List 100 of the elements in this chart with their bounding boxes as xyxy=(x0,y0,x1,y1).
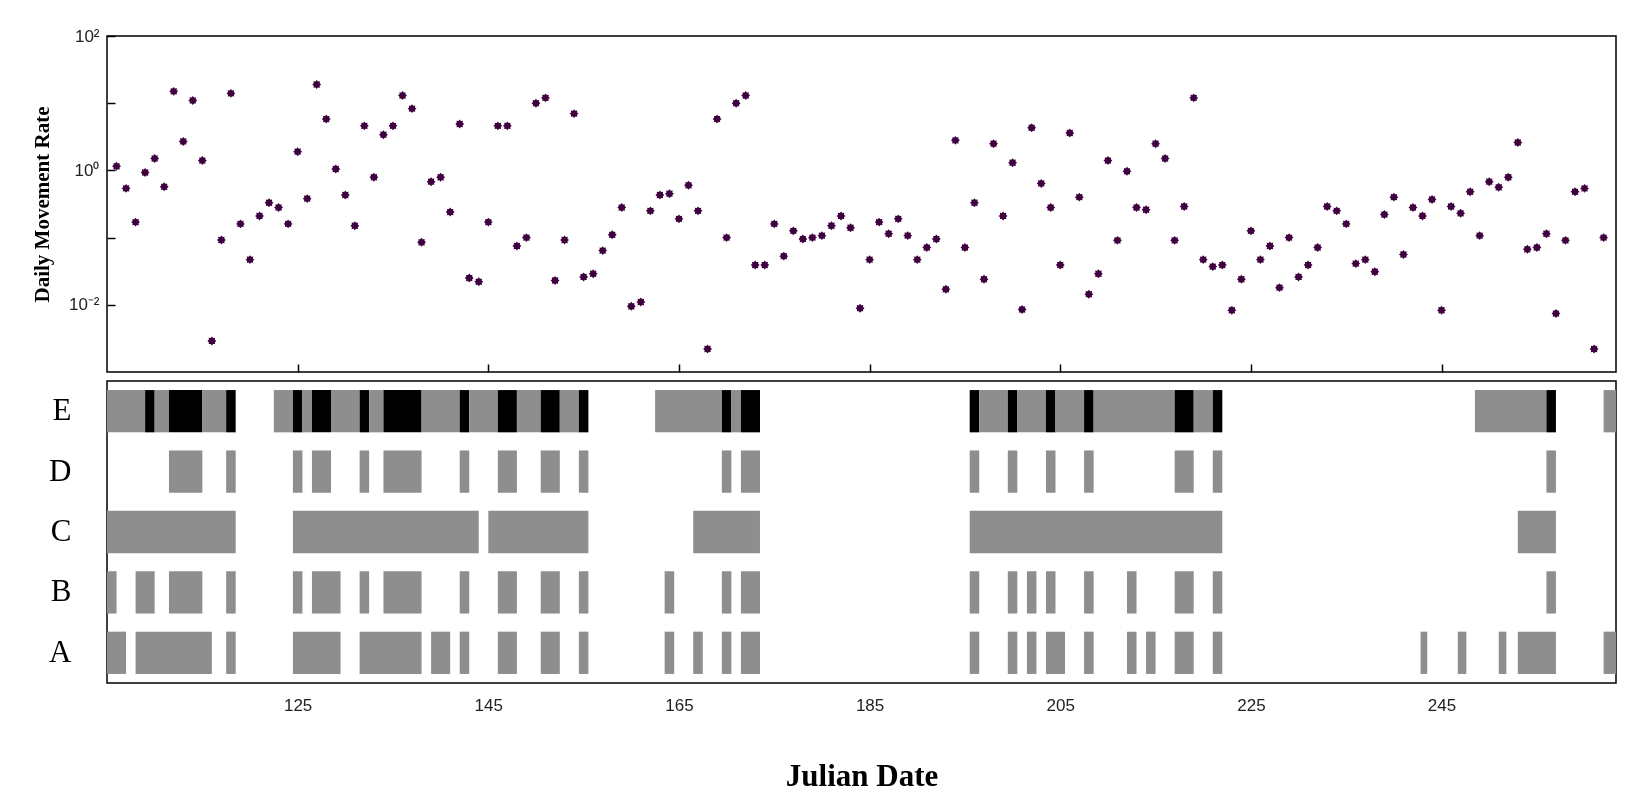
bar xyxy=(1212,390,1223,433)
x-tick-label: 225 xyxy=(1237,695,1266,715)
bar xyxy=(292,631,341,674)
bar xyxy=(107,510,236,554)
bar xyxy=(740,450,760,493)
bar xyxy=(383,571,422,614)
bar xyxy=(664,571,675,614)
bar xyxy=(302,390,312,433)
y-tick-label: E xyxy=(52,392,72,428)
bar xyxy=(459,450,470,493)
x-tick-label: 165 xyxy=(665,695,694,715)
bar xyxy=(168,450,203,493)
bar xyxy=(721,631,732,674)
bar xyxy=(655,390,722,433)
bar xyxy=(969,510,1223,554)
bar xyxy=(469,390,498,433)
bar xyxy=(1055,390,1085,433)
bar xyxy=(693,510,760,554)
x-tick-label: 185 xyxy=(855,695,885,715)
x-axis-title: Julian Date xyxy=(785,757,939,793)
bar xyxy=(721,571,732,614)
bar xyxy=(1045,571,1056,614)
y-tick-label: A xyxy=(49,633,73,669)
bar xyxy=(1007,631,1018,674)
bar xyxy=(1193,390,1213,433)
bar xyxy=(578,571,589,614)
bar xyxy=(292,510,479,554)
bar xyxy=(359,571,370,614)
y-tick-label: 10² xyxy=(74,26,100,46)
y-tick-label: 10⁰ xyxy=(74,160,100,180)
bar xyxy=(1017,390,1046,433)
bar xyxy=(1093,390,1175,433)
bar xyxy=(107,571,117,614)
x-tick-label: 205 xyxy=(1046,695,1075,715)
bar xyxy=(1212,450,1223,493)
y-tick-label: 10⁻² xyxy=(68,295,100,315)
bar xyxy=(540,631,560,674)
bar xyxy=(331,390,360,433)
bar xyxy=(431,631,451,674)
bar xyxy=(1026,631,1037,674)
bar xyxy=(1546,571,1556,614)
bar xyxy=(1026,571,1037,614)
y-axis-title: Daily Movement Rate xyxy=(29,106,54,303)
bar xyxy=(1084,390,1094,433)
bar xyxy=(488,510,589,554)
bar xyxy=(359,631,422,674)
y-tick-label: C xyxy=(50,513,72,548)
bar xyxy=(359,450,370,493)
y-tick-label: D xyxy=(49,452,72,488)
bar xyxy=(421,390,460,433)
bar xyxy=(1007,390,1018,433)
bar xyxy=(292,571,303,614)
bar xyxy=(1174,390,1194,433)
bar xyxy=(292,450,303,493)
bar xyxy=(1546,450,1556,493)
bar xyxy=(1084,631,1094,674)
bar xyxy=(1474,390,1547,433)
bar xyxy=(1517,510,1556,554)
bar xyxy=(311,571,341,614)
bar xyxy=(721,450,732,493)
bar xyxy=(1146,631,1156,674)
bar xyxy=(740,571,760,614)
bar xyxy=(1457,631,1467,674)
bar xyxy=(107,390,146,433)
bar xyxy=(459,631,470,674)
bar xyxy=(273,390,293,433)
bar xyxy=(311,450,332,493)
bar xyxy=(1174,571,1194,614)
bar xyxy=(516,390,541,433)
bar xyxy=(969,450,980,493)
bar xyxy=(154,390,169,433)
bar xyxy=(1084,450,1094,493)
bar xyxy=(969,571,980,614)
bar xyxy=(135,571,155,614)
bar xyxy=(1174,631,1194,674)
bar xyxy=(540,571,560,614)
bar xyxy=(1007,571,1018,614)
bar xyxy=(740,631,760,674)
bar xyxy=(664,631,675,674)
y-tick-label: B xyxy=(50,573,72,609)
x-tick-label: 125 xyxy=(283,695,313,715)
bar xyxy=(540,450,560,493)
bar xyxy=(731,390,741,433)
bar xyxy=(1212,571,1223,614)
bar xyxy=(1045,390,1056,433)
bar xyxy=(969,631,980,674)
bar xyxy=(559,390,579,433)
bar xyxy=(497,631,517,674)
x-tick-label: 145 xyxy=(474,695,503,715)
bar xyxy=(497,450,517,493)
bar xyxy=(226,450,236,493)
bar xyxy=(107,631,127,674)
bar xyxy=(135,631,212,674)
bar xyxy=(497,571,517,614)
bar xyxy=(226,571,236,614)
bar xyxy=(1084,571,1094,614)
bar xyxy=(1045,631,1066,674)
bar xyxy=(1603,631,1616,674)
bar xyxy=(1174,450,1194,493)
bar xyxy=(1546,390,1556,433)
